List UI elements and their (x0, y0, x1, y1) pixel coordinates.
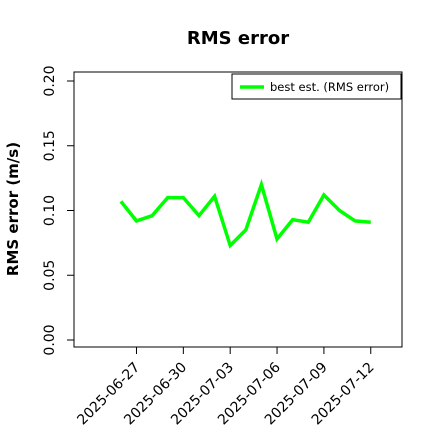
y-axis-label: RMS error (m/s) (4, 142, 22, 276)
y-tick-label: 0.05 (42, 260, 58, 291)
y-tick-label: 0.00 (42, 324, 58, 355)
plot-frame (73, 71, 403, 348)
y-axis: 0.00 0.05 0.10 0.15 0.20 (42, 65, 74, 356)
series-line-best-est (119, 178, 371, 249)
y-tick-label: 0.10 (42, 195, 58, 226)
y-tick-label: 0.15 (42, 130, 58, 161)
legend: best est. (RMS error) (231, 73, 402, 100)
x-axis: 2025-06-272025-06-302025-07-032025-07-06… (74, 347, 378, 428)
y-tick-label: 0.20 (42, 65, 58, 96)
legend-label: best est. (RMS error) (270, 80, 389, 94)
chart-title: RMS error (187, 28, 289, 49)
series-layer (119, 178, 371, 249)
